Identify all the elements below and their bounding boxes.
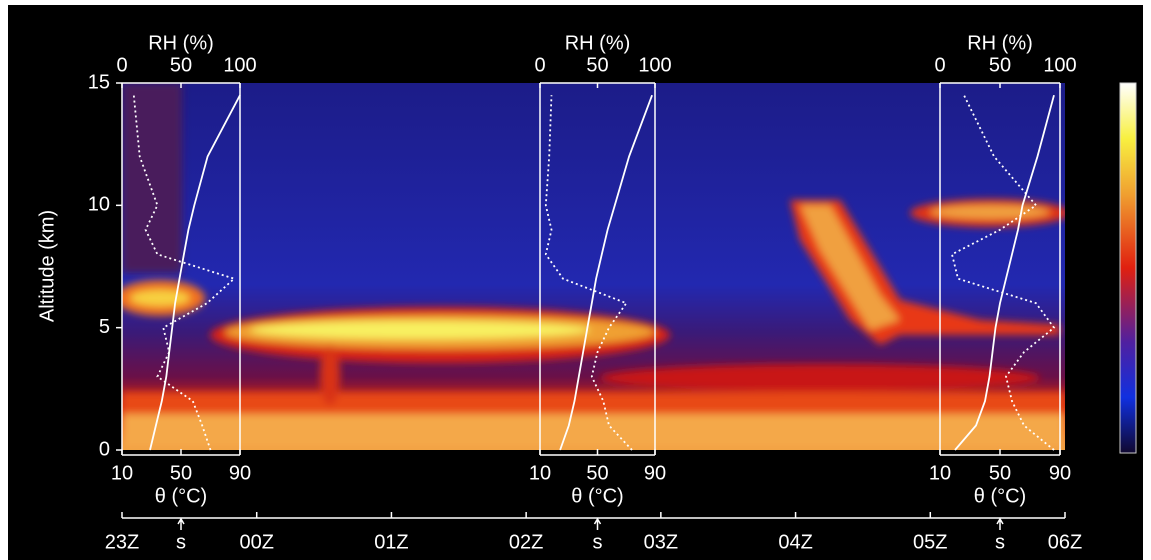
rh-tick-label: 50 bbox=[989, 54, 1011, 76]
time-tick-label: 00Z bbox=[239, 531, 273, 553]
sounding-arrow bbox=[996, 517, 1004, 530]
rh-tick-label: 100 bbox=[223, 54, 256, 76]
time-tick-label: 02Z bbox=[509, 531, 543, 553]
rh-profile bbox=[544, 95, 633, 451]
time-tick-label: 03Z bbox=[644, 531, 678, 553]
theta-tick-label: 10 bbox=[529, 462, 551, 484]
sounding-marker: s bbox=[995, 531, 1005, 553]
theta-tick-label: 10 bbox=[929, 462, 951, 484]
sounding-arrow bbox=[593, 517, 602, 530]
theta-profile bbox=[149, 94, 241, 451]
heatmap bbox=[122, 83, 1065, 450]
theta-label: θ (°C) bbox=[571, 485, 623, 507]
rh-tick-label: 0 bbox=[934, 54, 945, 76]
time-tick-label: 01Z bbox=[374, 531, 408, 553]
colorbar bbox=[1119, 82, 1137, 454]
rh-tick-label: 50 bbox=[586, 54, 608, 76]
rh-tick-label: 0 bbox=[534, 54, 545, 76]
theta-tick-label: 90 bbox=[229, 462, 251, 484]
theta-tick-label: 90 bbox=[644, 462, 666, 484]
y-tick-label: 15 bbox=[88, 71, 110, 93]
rh-tick-label: 0 bbox=[116, 54, 127, 76]
sounding-marker: s bbox=[176, 531, 186, 553]
theta-tick-label: 50 bbox=[989, 462, 1011, 484]
sounding-arrow bbox=[177, 517, 185, 530]
theta-profile bbox=[954, 94, 1055, 451]
time-tick-label: 23Z bbox=[105, 531, 139, 553]
time-tick-label: 04Z bbox=[778, 531, 812, 553]
rh-tick-label: 50 bbox=[170, 54, 192, 76]
rh-label: RH (%) bbox=[967, 32, 1033, 54]
y-axis-label: Altitude (km) bbox=[36, 210, 58, 322]
theta-tick-label: 90 bbox=[1049, 462, 1071, 484]
rh-tick-label: 100 bbox=[638, 54, 671, 76]
y-tick-label: 5 bbox=[99, 316, 110, 338]
rh-label: RH (%) bbox=[565, 32, 631, 54]
theta-tick-label: 50 bbox=[586, 462, 608, 484]
theta-tick-label: 10 bbox=[111, 462, 133, 484]
rh-label: RH (%) bbox=[148, 32, 214, 54]
theta-profile bbox=[559, 94, 653, 451]
time-tick-label: 06Z bbox=[1048, 531, 1082, 553]
y-tick-label: 0 bbox=[99, 438, 110, 460]
time-tick-label: 05Z bbox=[913, 531, 947, 553]
rh-tick-label: 100 bbox=[1043, 54, 1076, 76]
theta-label: θ (°C) bbox=[155, 485, 207, 507]
rh-profile bbox=[950, 94, 1056, 451]
y-tick-label: 10 bbox=[88, 194, 110, 216]
theta-tick-label: 50 bbox=[170, 462, 192, 484]
theta-label: θ (°C) bbox=[974, 485, 1026, 507]
sounding-marker: s bbox=[593, 531, 603, 553]
